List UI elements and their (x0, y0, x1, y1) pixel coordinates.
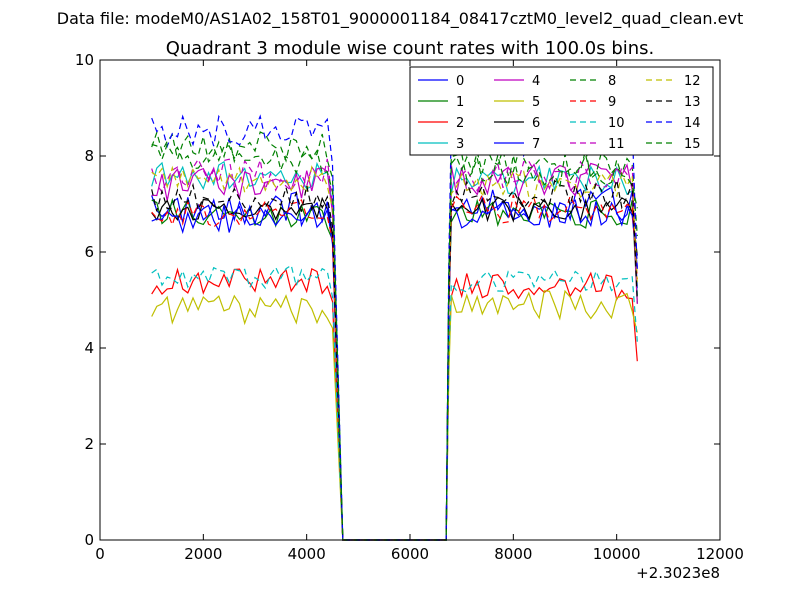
x-tick-label: 4000 (288, 545, 326, 563)
legend-label: 12 (684, 74, 701, 89)
series-line-2 (151, 267, 638, 541)
legend-label: 4 (532, 74, 540, 89)
legend-label: 14 (684, 116, 701, 131)
x-tick-label: 0 (95, 545, 105, 563)
x-tick-label: 10000 (593, 545, 641, 563)
y-tick-label: 6 (84, 243, 94, 261)
legend-label: 1 (456, 95, 464, 110)
legend-label: 0 (456, 74, 464, 89)
series-line-9 (151, 193, 638, 541)
series-line-6 (151, 196, 638, 541)
legend-label: 2 (456, 116, 464, 131)
legend-label: 6 (532, 116, 540, 131)
y-tick-label: 4 (84, 339, 94, 357)
series-line-0 (151, 186, 638, 541)
figure-suptitle: Data file: modeM0/AS1A02_158T01_90000011… (57, 9, 743, 29)
series-line-1 (151, 197, 638, 541)
chart-title: Quadrant 3 module wise count rates with … (166, 38, 655, 59)
y-tick-label: 2 (84, 435, 94, 453)
legend-label: 7 (532, 137, 540, 152)
legend-box (409, 66, 714, 156)
x-offset-label: +2.3023e8 (636, 564, 720, 582)
legend-label: 5 (532, 95, 540, 110)
legend-label: 10 (608, 116, 625, 131)
legend-label: 15 (684, 137, 701, 152)
series-line-12 (151, 165, 638, 541)
series-line-7 (151, 199, 638, 541)
x-tick-label: 8000 (494, 545, 532, 563)
series-line-14 (151, 114, 638, 541)
legend-label: 11 (608, 137, 625, 152)
legend-label: 3 (456, 137, 464, 152)
y-tick-label: 0 (84, 531, 94, 549)
legend-label: 9 (608, 95, 616, 110)
series-line-10 (151, 264, 638, 541)
x-tick-label: 12000 (696, 545, 744, 563)
series-line-13 (151, 179, 638, 541)
series-layer (151, 114, 638, 541)
x-tick-label: 6000 (391, 545, 429, 563)
legend-label: 8 (608, 74, 616, 89)
legend-label: 13 (684, 95, 701, 110)
series-line-4 (151, 162, 638, 541)
series-line-11 (151, 158, 638, 541)
x-tick-label: 2000 (184, 545, 222, 563)
y-tick-label: 8 (84, 147, 94, 165)
series-line-5 (151, 289, 638, 541)
y-tick-label: 10 (75, 51, 94, 69)
